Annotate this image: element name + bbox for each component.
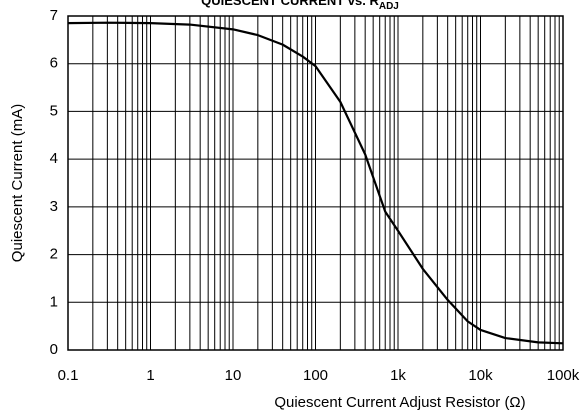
chart-title: QUIESCENT CURRENT vs. RADJ [201, 0, 399, 12]
y-axis-label: Quiescent Current (mA) [9, 104, 26, 262]
x-axis-label: Quiescent Current Adjust Resistor (Ω) [274, 394, 525, 411]
y-tick-label: 2 [50, 246, 58, 263]
plot-frame [67, 15, 564, 351]
title-subscript: ADJ [379, 1, 399, 12]
data-line [67, 21, 564, 345]
y-tick-label: 7 [50, 7, 58, 24]
x-tick-label: 0.1 [58, 367, 79, 384]
x-tick-label: 10k [468, 367, 493, 384]
x-tick-label: 100 [303, 367, 328, 384]
y-tick-label: 1 [50, 293, 58, 310]
y-tick-label: 6 [50, 55, 58, 72]
x-tick-label: 100k [547, 367, 580, 384]
y-tick-label: 0 [50, 341, 58, 358]
x-tick-label: 1 [146, 367, 154, 384]
x-tick-label: 1k [390, 367, 406, 384]
x-tick-label: 10 [225, 367, 242, 384]
title-main: QUIESCENT CURRENT vs. R [201, 0, 379, 8]
y-tick-label: 4 [50, 150, 58, 167]
y-tick-label: 5 [50, 102, 58, 119]
y-tick-label: 3 [50, 198, 58, 215]
